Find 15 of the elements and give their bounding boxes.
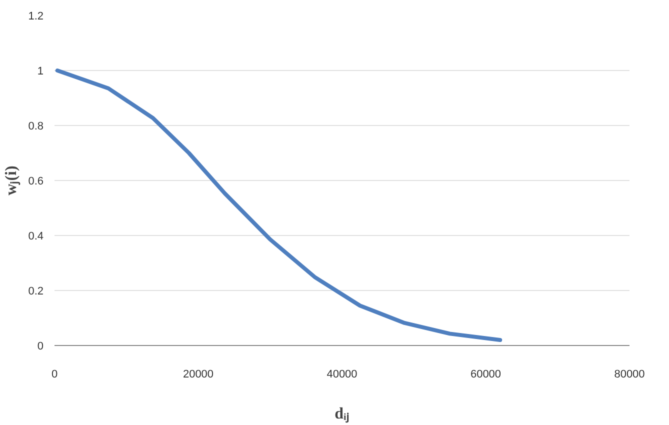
- y-tick-label: 1.2: [28, 10, 44, 22]
- line-series: [55, 68, 502, 342]
- x-tick-label: 0: [51, 368, 58, 380]
- y-tick-label: 0.8: [28, 120, 44, 132]
- y-tick-label: 1: [37, 66, 44, 78]
- y-tick-label: 0.2: [28, 286, 44, 298]
- y-tick-label: 0.4: [28, 230, 44, 242]
- x-tick-label: 20000: [182, 368, 214, 380]
- x-tick-label: 60000: [470, 368, 502, 380]
- y-tick-label: 0: [37, 340, 44, 352]
- y-tick-label: 0.6: [28, 176, 44, 188]
- x-axis-title: dᵢⱼ: [334, 406, 350, 424]
- y-axis-title: wⱼ(i): [3, 166, 22, 196]
- x-tick-label: 40000: [326, 368, 358, 380]
- x-tick-label: 80000: [614, 368, 645, 380]
